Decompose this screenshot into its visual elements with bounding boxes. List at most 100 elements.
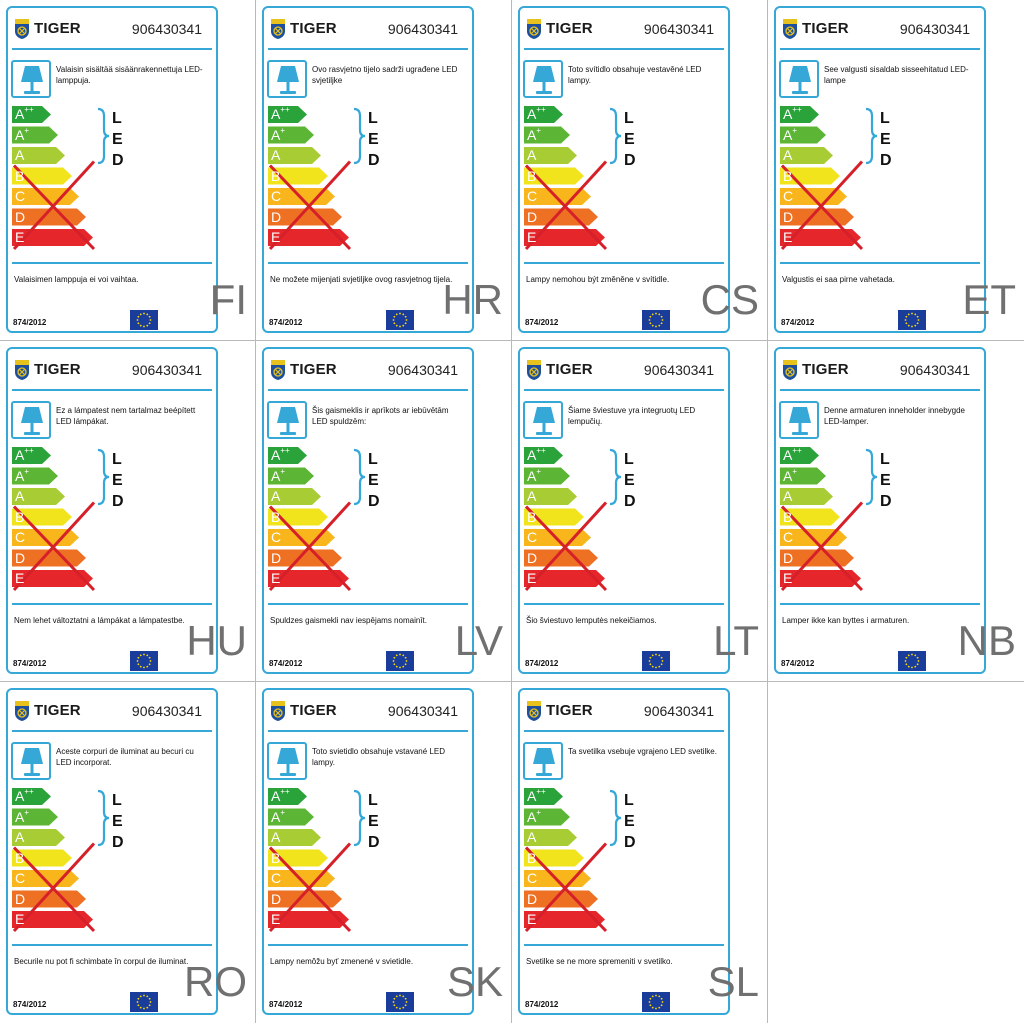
energy-label: TIGER 906430341 Valaisin sisältää sisäänra… <box>6 6 218 333</box>
table-lamp-icon <box>277 748 299 776</box>
cross-line <box>780 160 864 251</box>
footer-divider <box>524 262 724 264</box>
energy-class-arrow <box>780 447 819 464</box>
language-code: SL <box>707 958 759 1005</box>
shield-logo-icon <box>15 360 29 380</box>
eu-flag-icon <box>642 651 670 671</box>
brand-name: TIGER <box>34 20 81 37</box>
energy-class-label: B <box>783 509 792 525</box>
energy-arrows <box>524 106 622 251</box>
energy-class-label: A+ <box>271 466 286 484</box>
header-divider <box>12 389 212 391</box>
brace-icon <box>97 789 110 847</box>
class-superscript: + <box>792 125 798 135</box>
energy-class-label: A++ <box>271 447 290 464</box>
energy-class-label: A <box>15 829 24 845</box>
energy-class-label: D <box>527 209 537 225</box>
brand-name: TIGER <box>290 702 337 719</box>
class-letter: D <box>783 549 794 566</box>
energy-class-label: A <box>527 829 536 845</box>
brace-icon <box>609 107 622 165</box>
energy-class-arrow <box>780 488 833 505</box>
brand-name: TIGER <box>34 702 81 719</box>
footer-divider <box>12 262 212 264</box>
energy-class-label: A++ <box>15 106 34 123</box>
class-letter: B <box>527 849 537 866</box>
energy-class-label: A++ <box>527 447 546 464</box>
brace-icon <box>609 448 622 506</box>
lamp-box <box>523 60 563 98</box>
energy-class-arrow <box>12 147 65 164</box>
regulation-number: 874/2012 <box>13 659 47 668</box>
energy-class-arrow <box>12 467 58 485</box>
energy-class-label: A+ <box>783 467 797 484</box>
class-letter: D <box>527 890 538 907</box>
header-divider <box>268 48 468 50</box>
table-lamp-icon <box>277 66 299 94</box>
led-letter: E <box>624 131 635 148</box>
energy-class-arrow <box>524 447 563 464</box>
led-letter: E <box>880 472 891 489</box>
energy-class-label: C <box>15 188 25 204</box>
led-letter: E <box>624 813 635 830</box>
lamp-box <box>267 401 307 439</box>
energy-class-label: A++ <box>783 447 802 464</box>
class-letter: A <box>271 126 281 143</box>
energy-class-label: A+ <box>15 126 29 143</box>
class-superscript: ++ <box>536 105 546 114</box>
energy-arrows <box>12 106 110 251</box>
led-letter: L <box>368 792 378 809</box>
energy-class-label: C <box>527 529 537 545</box>
energy-class-label: D <box>527 550 537 566</box>
class-letter: A <box>271 447 281 463</box>
class-letter: E <box>271 911 281 927</box>
header-divider <box>12 48 212 50</box>
replacement-notice: Valgustis ei saa pirne vahetada. <box>782 275 895 284</box>
energy-class-scale: A++ A+ A B C D E L E D <box>524 106 654 266</box>
class-letter: A <box>15 447 25 463</box>
table-lamp-icon <box>533 66 555 94</box>
class-letter: B <box>15 508 25 525</box>
regulation-number: 874/2012 <box>13 318 47 327</box>
table-lamp-icon <box>277 407 299 435</box>
energy-class-label: A <box>783 488 792 504</box>
class-letter: A <box>527 788 537 804</box>
lamp-statement: Toto svítidlo obsahuje vestavěné LED lam… <box>568 65 702 85</box>
energy-class-arrow <box>524 106 563 123</box>
class-letter: B <box>271 508 281 525</box>
energy-class-label: B <box>271 509 280 525</box>
product-code: 906430341 <box>899 362 970 378</box>
energy-class-label: B <box>271 850 280 866</box>
language-code: NB <box>957 617 1016 664</box>
class-superscript: + <box>280 466 286 476</box>
class-letter: A <box>15 788 25 804</box>
energy-class-label: A <box>527 147 536 163</box>
cross-line <box>780 501 864 592</box>
lamp-statement: See valgusti sisaldab sisseehitatud LED-… <box>824 65 969 85</box>
table-lamp-icon <box>21 407 43 435</box>
class-superscript: + <box>24 807 30 817</box>
class-letter: D <box>271 549 282 566</box>
class-superscript: + <box>536 807 542 817</box>
header-divider <box>524 48 724 50</box>
product-code: 906430341 <box>131 703 202 719</box>
led-letter: E <box>880 131 891 148</box>
energy-class-arrow <box>524 829 577 846</box>
regulation-number: 874/2012 <box>781 318 815 327</box>
led-letter: D <box>880 152 892 169</box>
table-lamp-icon <box>533 748 555 776</box>
energy-arrows <box>524 788 622 933</box>
brace-icon <box>353 789 366 847</box>
lamp-statement: Šiame šviestuve yra integruotų LED lempu… <box>568 406 696 426</box>
class-letter: A <box>15 467 25 484</box>
led-letter: E <box>368 813 379 830</box>
class-letter: A <box>527 447 537 463</box>
regulation-number: 874/2012 <box>269 1000 303 1009</box>
energy-class-arrow <box>524 126 570 144</box>
led-letter: L <box>112 792 122 809</box>
class-letter: A <box>271 488 281 504</box>
led-letter: E <box>624 472 635 489</box>
product-code: 906430341 <box>643 703 714 719</box>
brace-icon <box>865 448 878 506</box>
